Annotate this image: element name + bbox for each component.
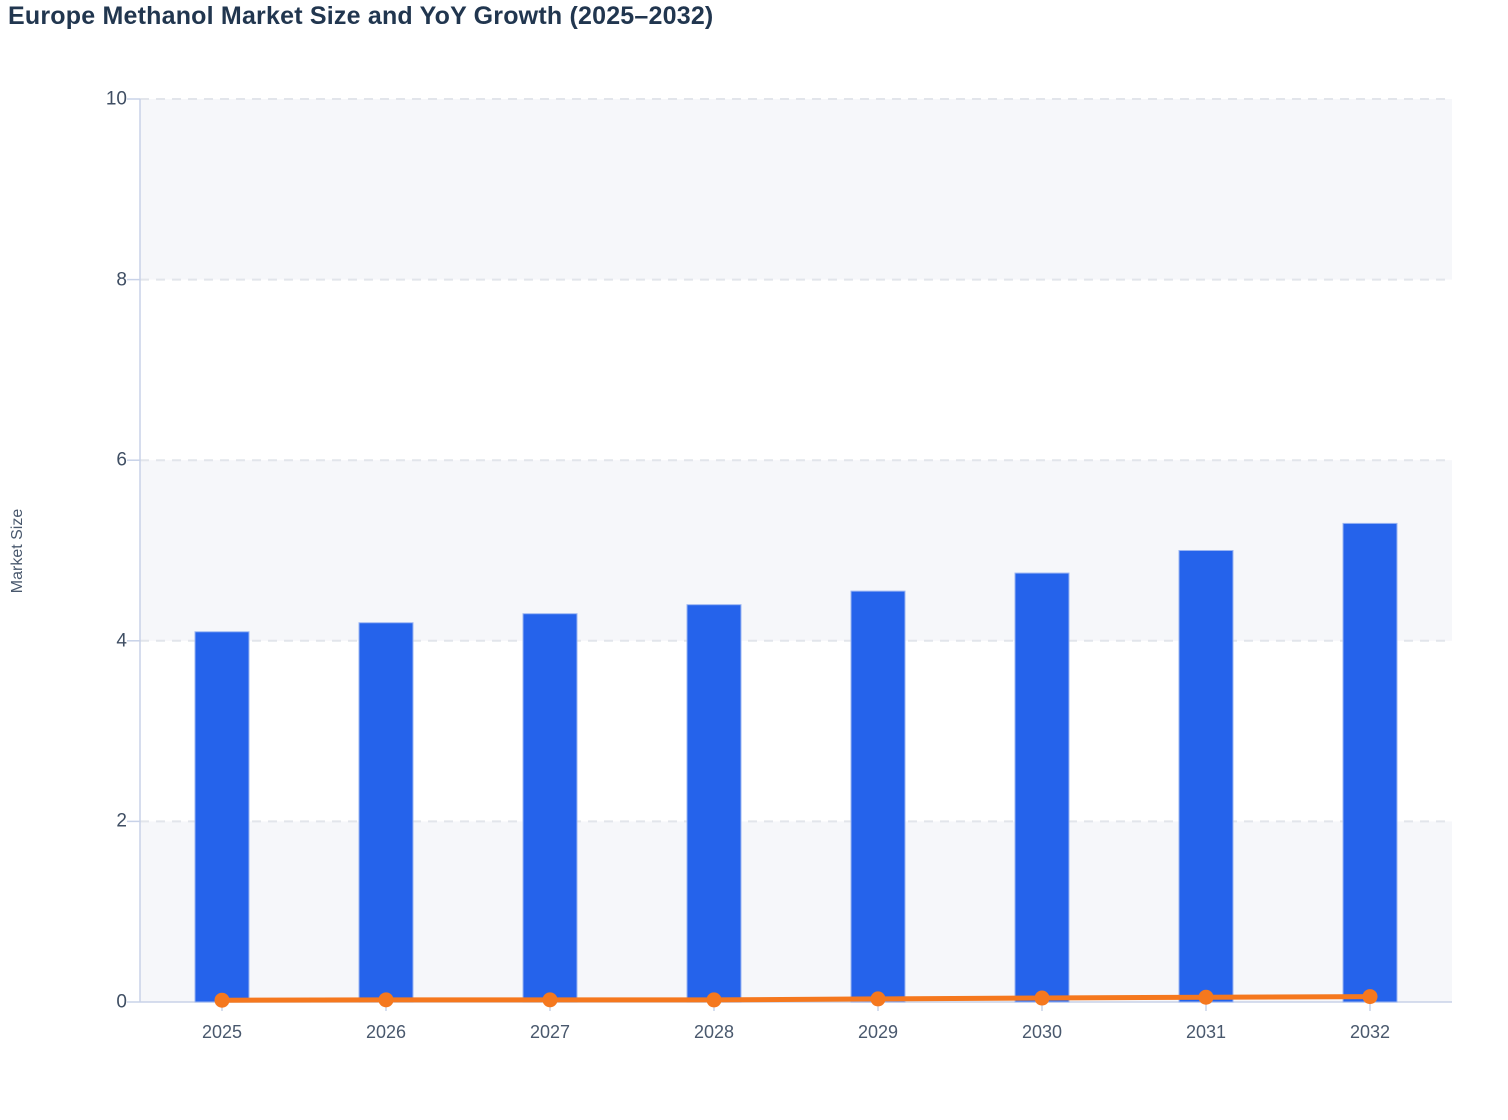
yoy-growth-line[interactable] <box>219 994 1373 1003</box>
plot-band-8-10 <box>140 99 1452 280</box>
chart-title: Europe Methanol Market Size and YoY Grow… <box>8 2 714 30</box>
plot-band-4-6 <box>140 460 1452 641</box>
line-point-2026[interactable] <box>378 992 394 1008</box>
line-point-2028[interactable] <box>706 992 722 1008</box>
y-tick-label-0: 0 <box>116 991 127 1013</box>
line-point-2032[interactable] <box>1362 989 1378 1005</box>
bar-2031[interactable] <box>1178 550 1234 1003</box>
x-tick-label-2026: 2026 <box>365 1022 407 1042</box>
line-point-2031[interactable] <box>1198 989 1214 1005</box>
line-point-2029[interactable] <box>870 991 886 1007</box>
y-tick-label-2: 2 <box>116 810 127 832</box>
bar-2026[interactable] <box>358 622 414 1003</box>
y-tick-label-8: 8 <box>116 269 127 291</box>
x-tick-label-2029: 2029 <box>857 1022 899 1042</box>
x-tick-label-2025: 2025 <box>201 1022 243 1042</box>
bar-2032[interactable] <box>1342 522 1398 1003</box>
x-tick-label-2032: 2032 <box>1349 1022 1391 1042</box>
bar-2025[interactable] <box>194 631 250 1003</box>
bar-2030[interactable] <box>1014 572 1070 1003</box>
x-tick-label-2027: 2027 <box>529 1022 571 1042</box>
x-tick-label-2031: 2031 <box>1185 1022 1227 1042</box>
bar-2029[interactable] <box>850 590 906 1003</box>
plot-band-0-2 <box>140 821 1452 1002</box>
bar-2028[interactable] <box>686 604 742 1003</box>
y-tick-label-4: 4 <box>116 630 127 652</box>
line-point-2025[interactable] <box>214 992 230 1008</box>
x-tick-label-2030: 2030 <box>1021 1022 1063 1042</box>
line-point-2027[interactable] <box>542 992 558 1008</box>
y-tick-label-6: 6 <box>116 449 127 471</box>
x-tick-label-2028: 2028 <box>693 1022 735 1042</box>
bar-2027[interactable] <box>522 613 578 1003</box>
y-tick-label-10: 10 <box>105 88 127 110</box>
line-point-2030[interactable] <box>1034 990 1050 1006</box>
